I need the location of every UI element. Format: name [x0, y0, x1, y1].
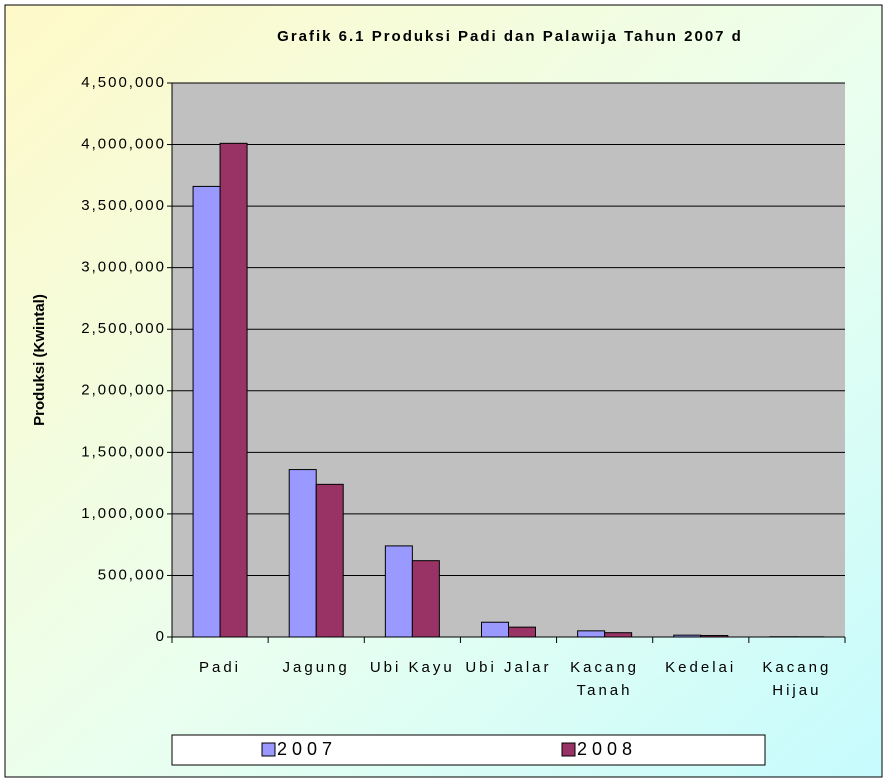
- bar: [411, 560, 440, 638]
- y-tick-label: 3,500,000: [81, 197, 166, 214]
- bar: [700, 635, 729, 638]
- bar: [673, 634, 702, 638]
- legend-swatch: [261, 742, 276, 757]
- x-tick-label: Ubi Kayu: [369, 659, 455, 676]
- y-tick-label: 500,000: [98, 566, 166, 583]
- legend: [171, 734, 766, 766]
- chart-title: Grafik 6.1 Produksi Padi dan Palawija Ta…: [277, 28, 743, 45]
- x-tick-label: Padi: [198, 659, 242, 676]
- x-tick-label: Kedelai: [665, 659, 737, 676]
- y-tick-label: 1,000,000: [81, 505, 166, 522]
- y-tick-label: 2,500,000: [81, 320, 166, 337]
- bar: [219, 142, 248, 638]
- y-tick-label: 2,000,000: [81, 382, 166, 399]
- bar: [384, 545, 413, 638]
- bar: [288, 469, 317, 638]
- x-tick-label: Jagung: [282, 659, 350, 676]
- x-tick-label: Kacang Tanah: [570, 659, 639, 699]
- bar: [508, 626, 536, 638]
- legend-label: 2007: [277, 739, 337, 759]
- bar: [192, 185, 221, 638]
- y-tick-label: 4,000,000: [81, 136, 166, 153]
- plot-area: [172, 83, 845, 637]
- y-tick-label: 1,500,000: [81, 443, 166, 460]
- x-tick-label: Ubi Jalar: [465, 659, 552, 676]
- bar: [481, 621, 509, 638]
- y-tick-label: 4,500,000: [81, 74, 166, 91]
- y-tick-label: 0: [156, 628, 166, 645]
- bar: [577, 630, 606, 638]
- x-tick-label: Kacang Hijau: [762, 659, 832, 699]
- legend-label: 2008: [577, 739, 637, 759]
- y-tick-label: 3,000,000: [81, 259, 166, 276]
- y-axis-label: Produksi (Kwintal): [31, 294, 48, 426]
- bar: [604, 632, 633, 638]
- bar: [315, 483, 344, 638]
- legend-swatch: [561, 742, 576, 757]
